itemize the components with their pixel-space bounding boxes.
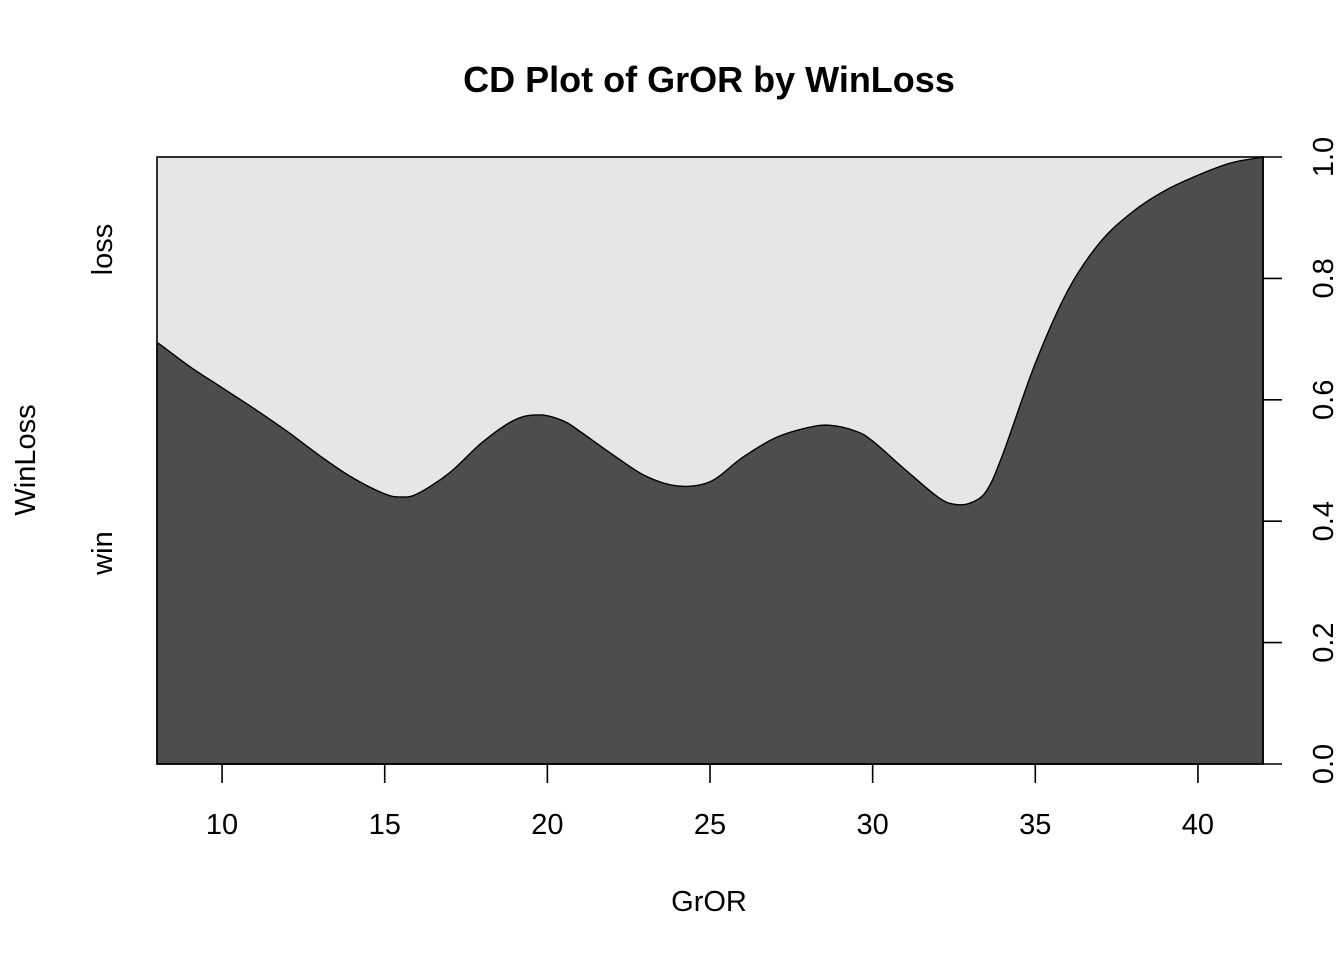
y-tick-label: 0.2 xyxy=(1308,622,1340,662)
y-axis-right: 0.0 0.2 0.4 0.6 0.8 1.0 xyxy=(1262,137,1340,784)
y-tick-label: 0.0 xyxy=(1308,744,1340,784)
level-label-loss: loss xyxy=(87,224,119,276)
y-tick-label: 0.8 xyxy=(1308,258,1340,298)
y-tick-label: 0.6 xyxy=(1308,380,1340,420)
x-tick-label: 40 xyxy=(1182,809,1214,841)
level-label-win: win xyxy=(87,531,119,576)
x-axis-title: GrOR xyxy=(671,886,747,918)
x-tick-label: 30 xyxy=(857,809,889,841)
x-tick-label: 20 xyxy=(531,809,563,841)
y-tick-label: 0.4 xyxy=(1308,501,1340,541)
win-region xyxy=(156,156,1264,765)
x-tick-label: 35 xyxy=(1019,809,1051,841)
y-axis-title: WinLoss xyxy=(10,404,42,515)
x-axis: 10 15 20 25 30 35 40 xyxy=(206,763,1214,841)
level-labels: win loss xyxy=(87,224,119,576)
x-tick-label: 10 xyxy=(206,809,238,841)
x-tick-label: 15 xyxy=(369,809,401,841)
y-tick-label: 1.0 xyxy=(1308,137,1340,177)
plot-area xyxy=(156,156,1264,765)
x-tick-label: 25 xyxy=(694,809,726,841)
chart-title: CD Plot of GrOR by WinLoss xyxy=(463,59,955,100)
